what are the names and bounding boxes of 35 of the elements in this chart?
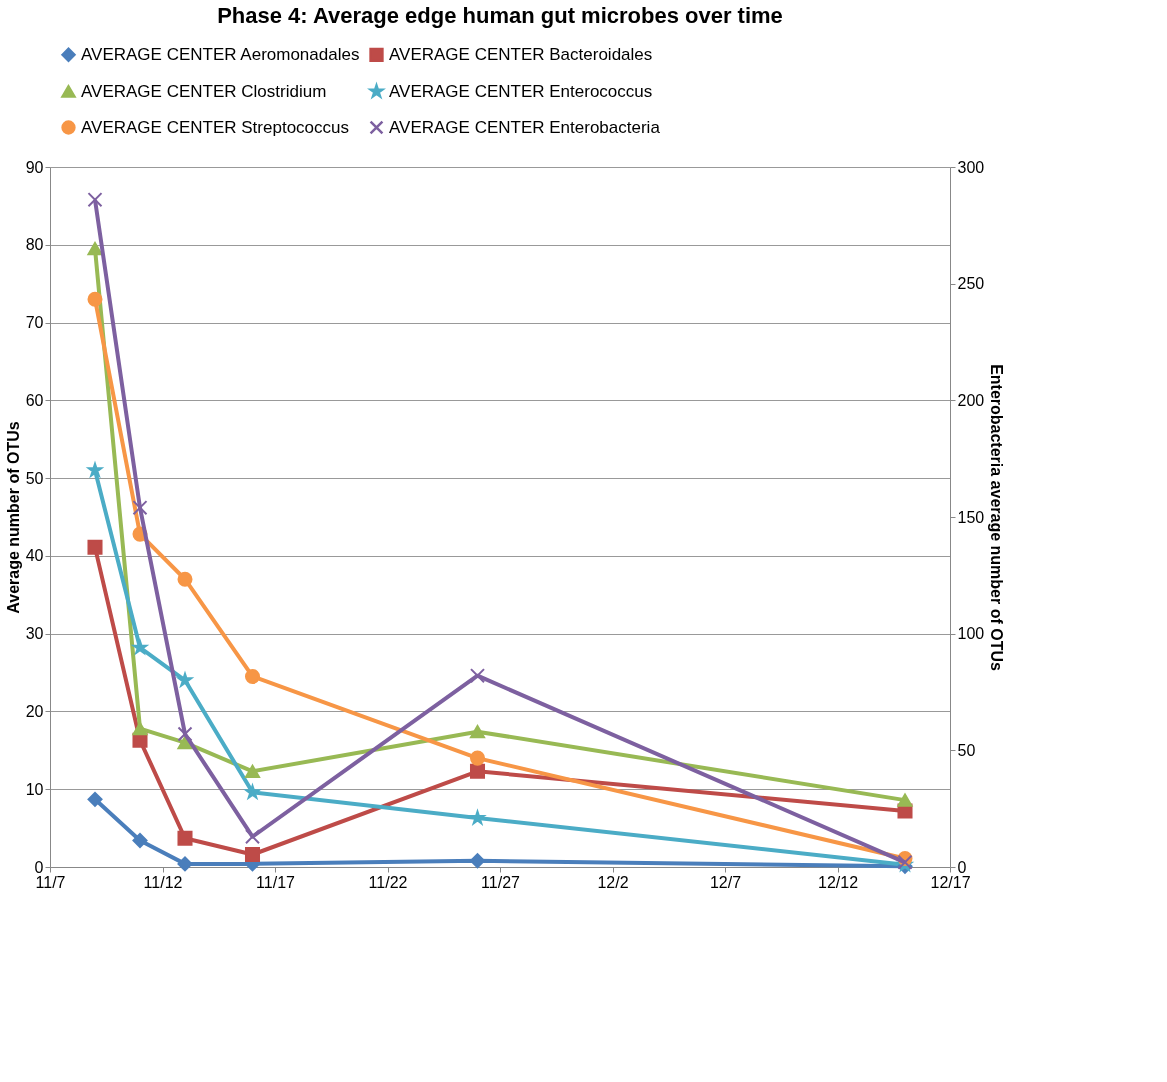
x-tick-label: 11/12 [143, 873, 183, 891]
x-tick-label: 12/12 [817, 873, 859, 891]
y2-tick-label: 50 [957, 741, 976, 759]
y-tick-label: 90 [25, 158, 44, 176]
y2-tick-label: 250 [957, 275, 985, 293]
legend-label: AVERAGE CENTER Aeromonadales [81, 44, 360, 64]
legend-label: AVERAGE CENTER Enterococcus [389, 81, 653, 101]
legend-label: AVERAGE CENTER Enterobacteria [389, 117, 661, 137]
y2-tick-label: 100 [957, 625, 985, 643]
y-tick-label: 10 [25, 780, 44, 798]
legend-label: AVERAGE CENTER Clostridium [81, 81, 327, 101]
y2-tick-label: 300 [957, 158, 985, 176]
y-tick-label: 70 [25, 314, 44, 332]
y-tick-label: 40 [25, 547, 44, 565]
y-tick-label: 80 [25, 236, 44, 254]
y-tick-label: 0 [34, 858, 44, 876]
y2-axis-title: Enterobacteria average number of OTUs [988, 364, 1006, 671]
x-tick-label: 11/27 [481, 873, 521, 891]
legend-label: AVERAGE CENTER Bacteroidales [389, 44, 653, 64]
y2-tick-label: 150 [957, 508, 985, 526]
y-tick-label: 20 [25, 702, 44, 720]
legend-label: AVERAGE CENTER Streptococcus [81, 117, 349, 137]
y-tick-label: 30 [25, 625, 44, 643]
x-tick-label: 11/17 [256, 873, 296, 891]
y-tick-label: 50 [25, 469, 44, 487]
x-tick-label: 12/7 [709, 873, 742, 891]
x-tick-label: 12/17 [930, 873, 971, 891]
y2-tick-label: 200 [957, 391, 985, 409]
y-axis-title: Average number of OTUs [4, 421, 22, 614]
y2-tick-label: 0 [957, 858, 967, 876]
chart-title: Phase 4: Average edge human gut microbes over time [217, 3, 783, 28]
y-tick-label: 60 [25, 391, 44, 409]
x-tick-label: 11/22 [368, 873, 408, 891]
x-tick-label: 11/7 [35, 873, 66, 891]
x-tick-label: 12/2 [597, 873, 629, 891]
